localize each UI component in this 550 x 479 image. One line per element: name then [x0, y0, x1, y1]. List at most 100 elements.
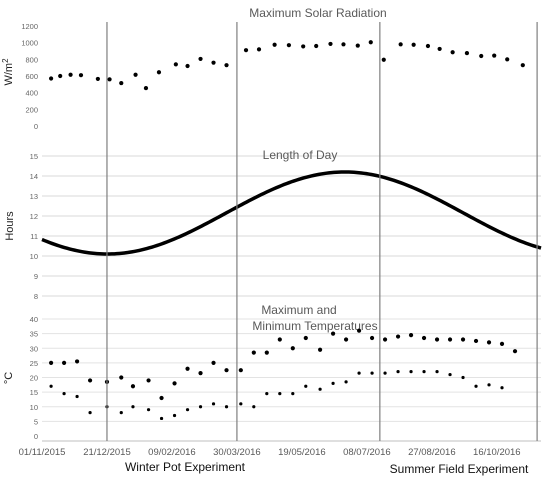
day-length-panel: Length of Day Hours 8 9 10 11 12 13 14 15	[4, 148, 542, 301]
solar-point	[368, 40, 373, 45]
temp-max-point	[369, 335, 375, 341]
temp-max-point	[460, 337, 466, 342]
temp-max-point	[290, 346, 295, 351]
day-y-tick: 9	[34, 272, 38, 281]
temp-min-point	[370, 371, 374, 375]
temp-min-point	[304, 384, 308, 388]
temp-y-tick: 35	[30, 330, 38, 339]
temp-min-point	[448, 372, 452, 377]
solar-point	[355, 43, 360, 48]
temp-min-point	[75, 394, 79, 399]
temp-min-point	[422, 370, 426, 374]
temp-max-point	[264, 350, 269, 355]
day-length-line	[41, 170, 542, 256]
solar-point	[133, 72, 138, 77]
temp-min-point	[265, 391, 269, 396]
day-y-ticks: 8 9 10 11 12 13 14 15	[30, 152, 38, 301]
temp-max-point	[330, 331, 336, 336]
temp-min-point	[131, 405, 135, 409]
solar-points	[48, 40, 525, 91]
solar-y-tick: 600	[25, 72, 38, 81]
day-y-tick: 15	[30, 152, 38, 161]
x-tick-label: 21/12/2015	[83, 447, 131, 458]
temp-gridlines	[42, 318, 541, 422]
temp-max-point	[421, 335, 427, 341]
temp-min-point	[224, 405, 229, 409]
solar-title: Maximum Solar Radiation	[249, 6, 386, 20]
solar-point	[58, 73, 63, 79]
temp-max-point	[277, 337, 282, 342]
temperature-panel: Maximum and Minimum Temperatures °C 0 5 10…	[3, 303, 541, 441]
temp-max-point	[198, 371, 203, 376]
temp-max-point	[408, 332, 414, 338]
solar-y-tick: 800	[25, 55, 38, 64]
temp-max-point	[251, 350, 256, 355]
temp-title-line2: Minimum Temperatures	[252, 319, 377, 333]
temp-min-point	[396, 370, 400, 374]
day-y-tick: 11	[30, 232, 38, 241]
temp-min-point	[291, 391, 295, 396]
solar-point	[156, 70, 162, 75]
temp-min-point	[146, 408, 151, 412]
solar-point	[119, 80, 124, 86]
solar-point	[173, 62, 178, 67]
x-tick-label: 30/03/2016	[213, 447, 261, 458]
temp-y-tick: 10	[30, 403, 38, 412]
temp-min-point	[239, 402, 243, 406]
temp-min-point	[500, 386, 504, 390]
day-y-tick: 8	[34, 292, 38, 301]
solar-point	[520, 63, 525, 68]
temp-max-point	[172, 381, 177, 386]
temp-min-point	[318, 387, 322, 391]
temp-y-tick: 20	[30, 374, 38, 383]
temp-max-point	[343, 337, 349, 342]
solar-y-tick: 200	[25, 105, 38, 114]
temp-max-point	[87, 378, 93, 383]
temp-max-point	[130, 384, 136, 389]
solar-point	[341, 42, 346, 47]
solar-y-tick: 0	[34, 122, 38, 131]
solar-point	[78, 73, 84, 78]
x-tick-label: 16/10/2016	[473, 447, 521, 458]
solar-point	[243, 48, 249, 53]
solar-point	[381, 57, 386, 62]
solar-y-tick: 400	[25, 89, 38, 98]
solar-point	[68, 72, 73, 77]
solar-point	[398, 42, 403, 47]
temp-max-point	[48, 360, 54, 365]
temp-min-point	[119, 411, 123, 415]
day-gridlines	[42, 155, 541, 297]
solar-point	[492, 53, 497, 58]
solar-point	[95, 76, 100, 82]
temp-max-point	[185, 366, 190, 371]
temp-max-point	[499, 341, 505, 346]
temp-min-point	[409, 370, 413, 374]
x-tick-label: 27/08/2016	[408, 447, 456, 458]
solar-point	[256, 47, 262, 52]
x-tick-label: 01/11/2015	[19, 447, 66, 458]
temp-max-point	[238, 368, 243, 373]
temp-max-point	[303, 335, 308, 341]
solar-point	[437, 46, 442, 52]
x-tick-label: 09/02/2016	[148, 447, 196, 458]
temp-min-point	[252, 405, 256, 409]
temp-y-label: °C	[3, 372, 15, 384]
temp-y-ticks: 0 5 10 15 20 25 30 35 40	[30, 315, 38, 441]
temp-y-tick: 0	[34, 432, 38, 441]
temp-min-point	[172, 413, 177, 418]
solar-point	[211, 60, 216, 65]
summer-experiment-label: Summer Field Experiment	[390, 462, 529, 476]
solar-point	[328, 41, 333, 47]
temp-max-point	[356, 328, 362, 333]
temp-min-point	[357, 371, 361, 375]
solar-y-tick: 1000	[21, 39, 38, 48]
temp-max-point	[382, 337, 388, 342]
temp-max-point	[224, 368, 229, 373]
temp-min-point	[435, 370, 439, 374]
temp-max-points	[48, 328, 518, 401]
solar-radiation-panel: Maximum Solar Radiation W/m2 0 200 400 600 8…	[1, 6, 525, 131]
solar-y-label: W/m2	[1, 58, 15, 86]
temp-min-point	[159, 416, 164, 421]
temp-y-tick: 40	[30, 315, 38, 324]
